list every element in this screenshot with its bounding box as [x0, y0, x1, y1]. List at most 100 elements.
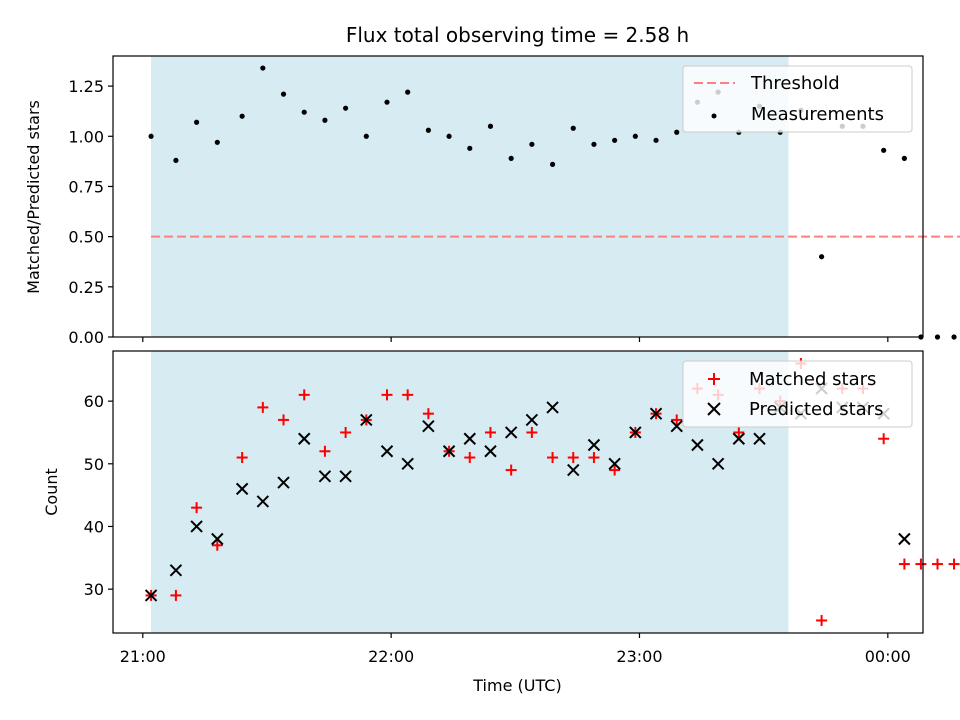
matched-star-point [170, 589, 182, 601]
measurement-point [951, 334, 957, 340]
matched-star-point [211, 539, 223, 551]
predicted-star-point [732, 432, 746, 445]
matched-star-point [931, 558, 943, 570]
measurement-point [405, 89, 411, 95]
predicted-star-point [277, 476, 290, 489]
predicted-star-point [442, 445, 456, 458]
matched-star-point [422, 408, 434, 420]
predicted-star-point [144, 589, 158, 602]
matched-star-point [567, 452, 579, 464]
predicted-star-point [608, 457, 621, 471]
measurement-point [173, 157, 179, 163]
predicted-star-point [318, 470, 332, 483]
predicted-star-point [898, 532, 911, 546]
matched-star-point [278, 414, 290, 426]
predicted-star-point [190, 520, 203, 533]
count-legend: Matched stars Predicted stars [682, 360, 913, 428]
matched-star-point [609, 464, 621, 476]
measurement-point [280, 91, 287, 97]
predicted-star-point [422, 419, 435, 433]
matched-star-point [898, 558, 910, 570]
matched-star-point [257, 401, 269, 413]
count-legend-box [682, 360, 913, 428]
measurement-point [363, 133, 369, 139]
count-x-tick-label: 00:00 [865, 647, 911, 666]
measurement-point [591, 141, 597, 147]
measurement-point [148, 133, 154, 139]
ratio-y-axis-label: Matched/Predicted stars [24, 100, 43, 294]
predicted-star-point [525, 413, 539, 427]
measurement-point [881, 147, 887, 153]
matched-star-point [671, 414, 683, 426]
measurement-point [529, 141, 535, 147]
predicted-star-point [546, 401, 559, 414]
count-y-tick-label: 30 [84, 580, 104, 599]
measurement-point [632, 133, 638, 139]
predicted-star-point [339, 470, 352, 483]
measurement-point [322, 117, 328, 123]
ratio-legend: Threshold Measurements [682, 65, 913, 133]
x-axis-label: Time (UTC) [472, 676, 561, 695]
count-y-axis-label: Count [42, 468, 61, 516]
measurement-point [570, 125, 576, 131]
predicted-star-point [753, 432, 766, 445]
predicted-star-point [380, 445, 394, 458]
measurement-point [214, 139, 220, 145]
measurements-series [148, 65, 957, 340]
count-panel-frame [112, 350, 924, 634]
predicted-star-point [256, 495, 270, 508]
predicted-star-point [649, 407, 663, 420]
predicted-star-point [711, 457, 725, 471]
legend-predicted-swatch [707, 402, 721, 416]
count-x-tick-label: 21:00 [120, 647, 166, 666]
measurement-point [508, 155, 514, 161]
predicted-star-point [298, 432, 311, 445]
predicted-star-point [235, 482, 249, 496]
chart-title: Flux total observing time = 2.58 h [346, 23, 689, 47]
ratio-x-ticks [142, 337, 889, 342]
matched-star-point [402, 389, 414, 401]
ratio-legend-box [682, 65, 913, 133]
measurement-point [934, 334, 941, 340]
matched-star-point [526, 426, 538, 438]
measurement-point [260, 65, 266, 71]
predicted-star-point [169, 564, 183, 577]
measurement-point [446, 133, 452, 139]
measurement-point [239, 113, 245, 119]
measurement-point [674, 129, 680, 135]
legend-measurements-swatch [711, 113, 717, 119]
count-panel-shade [151, 351, 789, 633]
ratio-y-tick-label: 0.25 [68, 278, 104, 297]
measurement-point [549, 161, 556, 167]
measurement-point [425, 127, 431, 133]
legend-matched-swatch [708, 373, 720, 385]
ratio-y-tick-label: 0.50 [68, 228, 104, 247]
measurement-point [301, 109, 307, 115]
matched-star-point [588, 452, 600, 464]
measurement-point [612, 137, 618, 143]
matched-star-point [340, 426, 352, 438]
predicted-star-point [629, 426, 642, 439]
legend-matched-label: Matched stars [749, 369, 876, 390]
count-y-tick-label: 60 [84, 392, 104, 411]
matched-star-point [484, 426, 496, 438]
matched-star-point [547, 452, 559, 464]
measurement-point [653, 137, 659, 143]
matched-star-point [816, 614, 828, 626]
predicted-star-point [504, 426, 518, 439]
measurement-point [384, 99, 390, 105]
ratio-y-tick-label: 0.00 [68, 328, 104, 347]
matched-star-point [298, 389, 310, 401]
matched-star-point [505, 464, 517, 476]
predicted-star-point [211, 532, 224, 546]
matched-star-point [733, 426, 745, 438]
matched-star-point [915, 558, 927, 570]
matched-star-point [948, 558, 960, 570]
legend-threshold-label: Threshold [750, 73, 840, 94]
ratio-panel: 0.00 0.25 0.50 0.75 1.00 1.25 Matched/Predict… [24, 55, 960, 347]
ratio-panel-shade [151, 56, 789, 337]
count-x-tick-label: 22:00 [368, 647, 414, 666]
ratio-y-tick-label: 1.25 [68, 77, 104, 96]
